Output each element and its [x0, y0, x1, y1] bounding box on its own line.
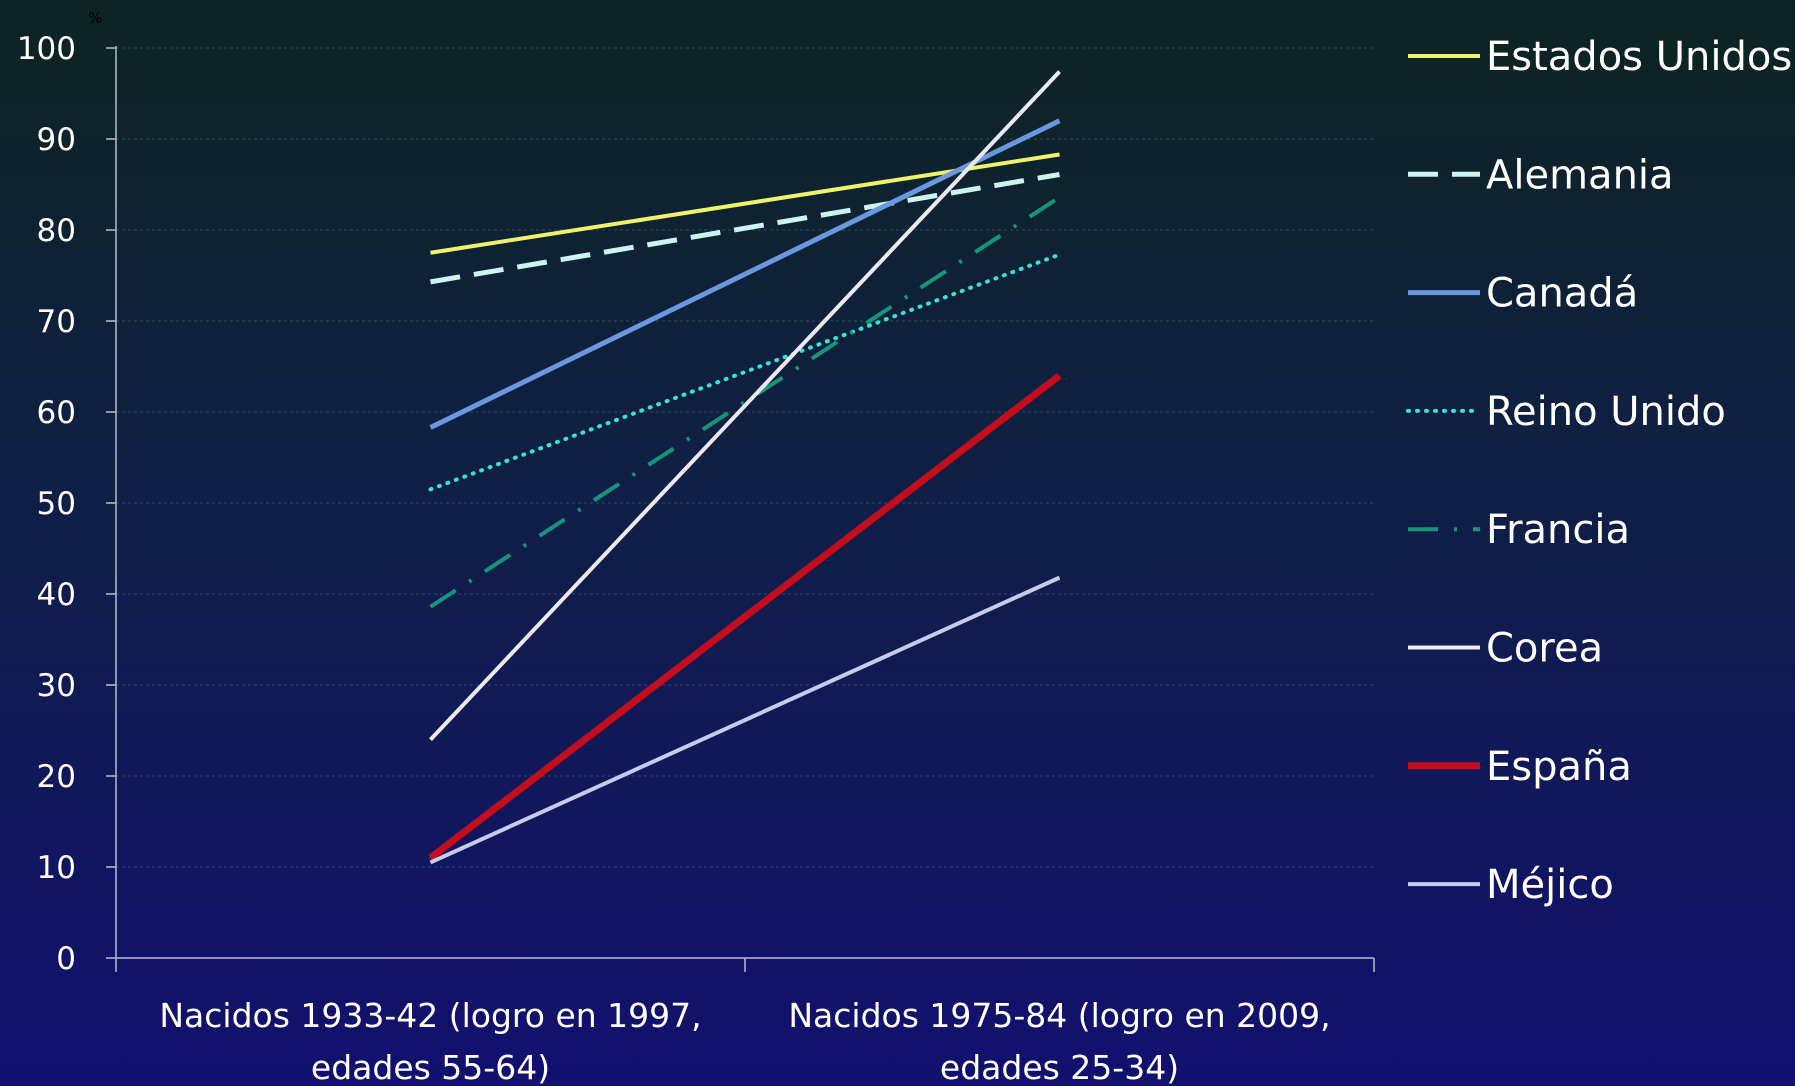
- series-line-5: [429, 70, 1061, 741]
- y-tick-label: 70: [37, 304, 76, 340]
- series-line-7: [429, 575, 1061, 865]
- series-line-3: [428, 252, 1062, 492]
- series-line-2: [429, 118, 1061, 430]
- x-axis-categories: Nacidos 1933-42 (logro en 1997, edades 55…: [159, 996, 1330, 1086]
- x-category-label: Nacidos 1933-42 (logro en 1997,: [159, 996, 701, 1035]
- y-tick-label: 20: [37, 759, 76, 795]
- legend-label-3: Reino Unido: [1486, 389, 1726, 435]
- y-tick-label: 90: [37, 122, 76, 158]
- legend-label-5: Corea: [1486, 626, 1603, 672]
- legend-label-2: Canadá: [1486, 271, 1638, 317]
- legend-label-7: Méjico: [1486, 862, 1614, 908]
- legend-label-1: Alemania: [1486, 152, 1674, 198]
- y-tick-label: 80: [37, 213, 76, 249]
- series-line-1: [430, 172, 1060, 285]
- legend-label-4: Francia: [1486, 507, 1630, 553]
- x-category-label: edades 25-34): [940, 1048, 1179, 1086]
- y-tick-label: 30: [37, 668, 76, 704]
- legend-label-6: España: [1486, 744, 1632, 790]
- legend-label-0: Estados Unidos: [1486, 34, 1792, 80]
- y-tick-label: 10: [37, 850, 76, 886]
- y-tick-label: 100: [17, 31, 76, 67]
- y-tick-label: 0: [56, 941, 76, 977]
- axes: [115, 46, 1375, 972]
- y-tick-label: 60: [37, 395, 76, 431]
- y-tick-label: 50: [37, 486, 76, 522]
- legend: Estados Unidos Alemania Canadá Reino Unido F…: [1406, 34, 1792, 908]
- y-unit-label: %: [88, 9, 102, 27]
- series-lines: [428, 70, 1062, 865]
- gridlines: [116, 47, 1374, 868]
- y-axis-ticks: 0 10 20 30 40 50 60 70 80 90 100: [17, 31, 116, 977]
- x-category-label: Nacidos 1975-84 (logro en 2009,: [788, 996, 1330, 1035]
- series-line-4: [429, 195, 1061, 609]
- series-line-6: [428, 372, 1062, 861]
- y-tick-label: 40: [37, 577, 76, 613]
- x-category-label: edades 55-64): [311, 1048, 550, 1086]
